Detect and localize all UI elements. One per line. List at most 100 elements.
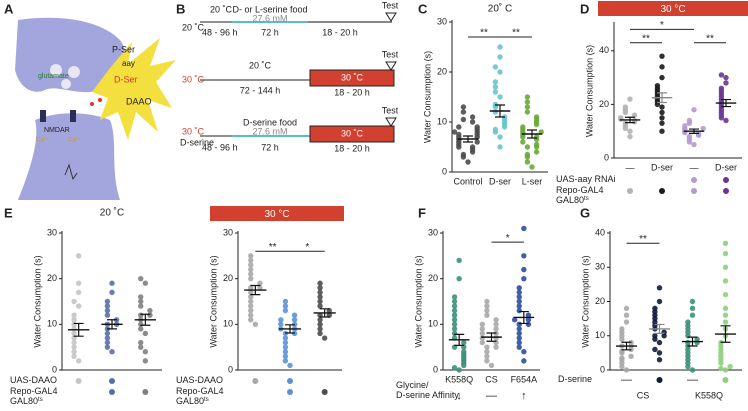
y-tick-label: 30	[595, 262, 605, 272]
genotype-dot	[656, 377, 663, 383]
data-point	[479, 326, 485, 332]
chart-title: 20˚ C	[488, 3, 512, 15]
data-point	[282, 339, 289, 346]
error-bar	[720, 325, 731, 343]
data-point	[317, 303, 323, 309]
row-label-text: D-serine	[558, 374, 592, 384]
data-point	[479, 339, 485, 346]
data-point	[516, 339, 522, 346]
data-point	[460, 116, 467, 123]
genotype-dot	[252, 378, 259, 384]
condition: D-serine	[180, 137, 214, 147]
data-point	[248, 257, 254, 264]
data-point	[659, 53, 665, 59]
y-tick-label: 0	[600, 364, 605, 374]
data-point	[138, 326, 144, 332]
data-point	[516, 321, 522, 328]
receptor	[40, 110, 46, 122]
group-label: K558Q	[695, 390, 723, 400]
data-point	[461, 349, 467, 355]
data-point	[138, 344, 144, 350]
row-label: D-serine	[558, 374, 592, 384]
data-point	[622, 104, 629, 110]
panel-letter: E	[4, 205, 13, 220]
y-tick-label: 20	[595, 296, 605, 306]
postsynaptic	[18, 113, 120, 200]
y-axis-label: Water Consumption (s)	[208, 255, 218, 347]
data-point	[656, 357, 663, 363]
data-point	[291, 312, 298, 318]
data-point	[248, 285, 254, 291]
data-point	[138, 294, 144, 300]
data-point	[533, 134, 540, 140]
y-tick-label: 40	[595, 227, 605, 237]
data-point	[533, 114, 540, 120]
temp: 20 ˚C	[210, 4, 233, 14]
error-bar	[527, 129, 537, 139]
data-point	[659, 64, 665, 70]
data-point	[460, 104, 467, 110]
time: 72 h	[261, 142, 279, 152]
test-marker	[385, 12, 397, 22]
data-point	[282, 349, 289, 355]
label: D-Ser	[114, 74, 138, 84]
error-bar	[73, 322, 84, 337]
data-point	[484, 303, 490, 309]
row-label: D-serine Affinity	[396, 390, 459, 400]
y-axis-label: Water Consumption (s)	[32, 255, 42, 347]
data-point	[689, 367, 696, 373]
sig-label: *	[660, 20, 664, 31]
data-point	[138, 339, 144, 346]
row-label: GAL80ts	[176, 396, 209, 406]
data-point	[317, 285, 323, 291]
row-label-text: Repo-GAL4	[10, 386, 58, 396]
data-point	[104, 330, 111, 337]
panel-b: 20 ˚C 20 ˚C D- or L-serine food 27.6 mM …	[180, 0, 399, 153]
data-point	[516, 335, 522, 341]
astrocyte	[92, 38, 176, 140]
row-label-sup: ts	[38, 397, 43, 403]
data-point	[661, 329, 667, 336]
data-point	[659, 128, 665, 134]
presynaptic	[15, 17, 126, 93]
data-point	[460, 151, 467, 158]
conc: 27.6 mM	[252, 13, 287, 23]
data-point	[142, 349, 149, 355]
x-tick-label: K558Q	[445, 374, 473, 384]
data-point	[524, 99, 531, 105]
data-point	[278, 317, 284, 323]
data-point	[722, 305, 729, 312]
y-tick-label: 30	[428, 227, 438, 237]
data-point	[456, 124, 462, 130]
data-point	[525, 312, 532, 318]
data-point	[623, 319, 630, 325]
error-bar	[250, 284, 261, 296]
data-point	[75, 253, 82, 259]
time: 72 - 144 h	[240, 85, 281, 95]
data-point	[451, 303, 458, 309]
data-point	[656, 350, 663, 356]
y-tick-label: 0	[52, 364, 57, 374]
data-point	[479, 330, 485, 337]
row-value: ↑	[521, 390, 527, 402]
data-point	[71, 312, 77, 318]
data-point	[623, 367, 630, 373]
data-point	[691, 141, 697, 148]
error-bar	[107, 319, 117, 330]
data-point	[691, 107, 697, 113]
data-point	[520, 124, 526, 130]
data-point	[469, 114, 476, 120]
sig-label: *	[506, 233, 510, 244]
data-point	[104, 298, 111, 305]
sig-label: **	[706, 33, 714, 44]
row-label-text: Glycine/	[396, 380, 429, 390]
row-label-text: GAL80	[10, 396, 38, 406]
data-point	[469, 119, 476, 125]
temp: 30 ˚C	[341, 72, 364, 82]
temp: 30 ˚C	[182, 126, 205, 136]
data-point	[689, 298, 696, 305]
food: D-serine food	[243, 117, 297, 127]
data-point	[686, 117, 693, 124]
error-bar	[657, 92, 667, 104]
genotype-dot	[723, 188, 729, 194]
